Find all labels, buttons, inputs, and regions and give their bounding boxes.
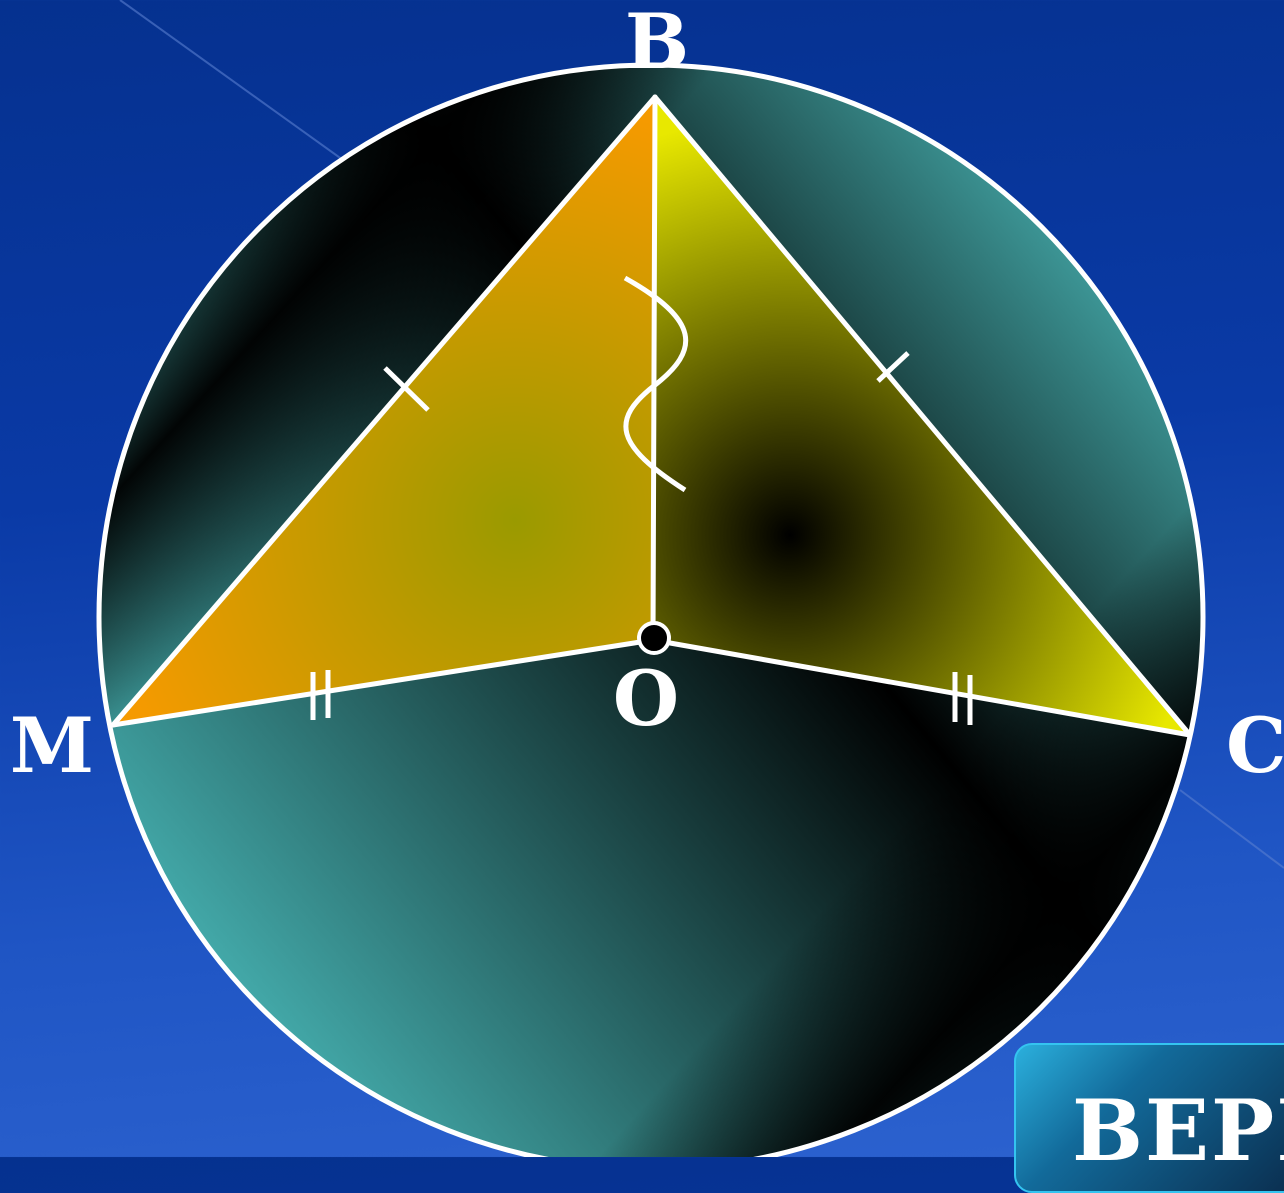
center-point-o <box>637 621 671 655</box>
common-side-mark <box>623 275 689 493</box>
answer-button-label: ВЕРН <box>1072 1081 1284 1180</box>
background-line-lower <box>1179 789 1284 869</box>
segment-bo <box>650 94 658 643</box>
geometry-diagram: B M C O <box>10 0 1284 1157</box>
circle-outline <box>96 62 1206 1157</box>
segment-bc <box>652 94 1193 738</box>
answer-button[interactable]: ВЕРН <box>1014 1043 1284 1193</box>
label-m: M <box>10 701 94 790</box>
tick-mark-bm <box>383 366 430 412</box>
segment-co <box>650 637 1193 738</box>
segment-mo <box>110 637 656 728</box>
label-c: C <box>1226 701 1284 790</box>
label-o: O <box>613 654 679 743</box>
background-line-upper <box>119 0 351 166</box>
label-b: B <box>625 0 689 86</box>
segment-bm <box>110 94 658 728</box>
triangle-edges <box>110 94 1193 738</box>
tick-mark-bc <box>876 351 910 383</box>
